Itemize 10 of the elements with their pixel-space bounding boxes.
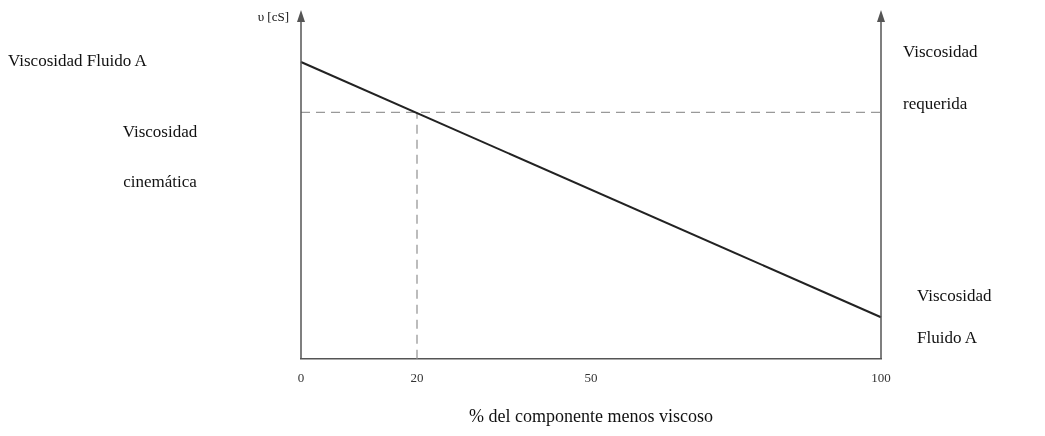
x-tick-label: 100 bbox=[871, 370, 891, 386]
x-axis-title: % del componente menos viscoso bbox=[469, 405, 713, 426]
text: Viscosidad Fluido A bbox=[8, 51, 148, 71]
text: Viscosidad requerida bbox=[903, 41, 978, 113]
x-tick-label: 50 bbox=[584, 370, 598, 386]
x-tick-label: 0 bbox=[297, 370, 305, 386]
text: Viscosidad Fluido A bbox=[917, 286, 992, 348]
y-axis-title: υ [cS] bbox=[257, 9, 289, 25]
text: Viscosidad cinemática bbox=[122, 122, 198, 192]
x-tick-label: 20 bbox=[410, 370, 424, 386]
